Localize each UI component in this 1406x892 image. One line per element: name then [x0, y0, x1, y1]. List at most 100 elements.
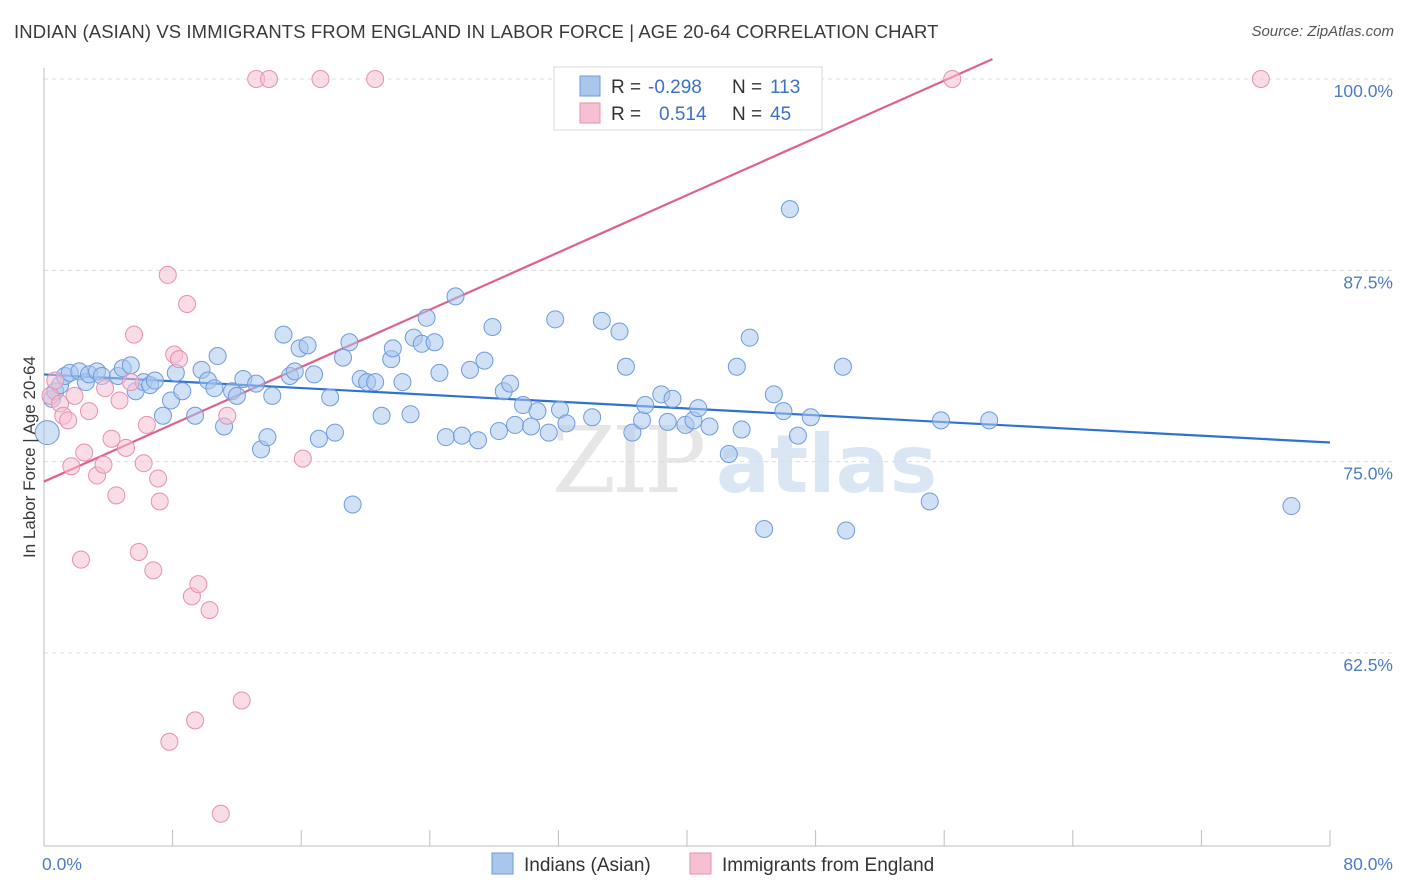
- point-indians-asian: [393, 373, 412, 392]
- point-immigrants-england: [943, 70, 962, 88]
- point-indians-asian: [425, 333, 444, 352]
- point-immigrants-england: [178, 295, 197, 314]
- bottom-legend-indians: Indians (Asian): [524, 855, 651, 876]
- legend-swatch-blue: [579, 75, 601, 97]
- series-immigrants-england: [41, 70, 1270, 823]
- point-indians-asian: [321, 388, 340, 407]
- point-indians-asian: [475, 351, 494, 370]
- point-immigrants-england: [160, 732, 179, 751]
- point-indians-asian: [247, 374, 266, 393]
- point-immigrants-england: [96, 379, 115, 398]
- point-indians-asian: [700, 417, 719, 436]
- point-indians-asian: [263, 386, 282, 405]
- point-indians-asian: [430, 363, 449, 382]
- point-indians-asian: [483, 317, 502, 336]
- point-indians-asian: [452, 426, 471, 445]
- x-tick-label-min: 0.0%: [42, 854, 82, 874]
- bottom-legend: Indians (Asian) Immigrants from England: [491, 852, 934, 876]
- point-immigrants-england: [62, 457, 81, 476]
- point-indians-asian: [837, 521, 856, 540]
- point-indians-asian: [173, 382, 192, 401]
- point-indians-asian: [780, 200, 799, 219]
- point-indians-asian: [623, 423, 642, 442]
- point-indians-asian: [764, 385, 783, 404]
- legend-n-label-2: N =: [732, 104, 762, 125]
- point-indians-asian: [663, 389, 682, 408]
- point-immigrants-england: [149, 469, 168, 488]
- point-indians-asian: [298, 336, 317, 355]
- point-immigrants-england: [170, 350, 189, 369]
- y-tick-labels: 62.5% 75.0% 87.5% 100.0%: [1334, 81, 1393, 675]
- point-indians-asian: [309, 429, 328, 448]
- point-indians-asian: [774, 402, 793, 421]
- point-immigrants-england: [71, 550, 90, 569]
- y-tick-label: 75.0%: [1343, 464, 1393, 484]
- point-indians-asian: [372, 406, 391, 425]
- legend-box: R = -0.298 N = 113 R = 0.514 N = 45: [553, 66, 823, 131]
- point-indians-asian: [980, 411, 999, 430]
- point-indians-asian: [333, 348, 352, 367]
- point-immigrants-england: [144, 561, 163, 580]
- point-immigrants-england: [158, 265, 177, 284]
- point-indians-asian: [833, 357, 852, 376]
- point-indians-asian: [689, 399, 708, 418]
- point-indians-asian: [227, 386, 246, 405]
- point-indians-asian: [505, 415, 524, 434]
- gridlines: [44, 78, 1393, 654]
- point-indians-asian: [460, 360, 479, 379]
- point-immigrants-england: [46, 371, 65, 390]
- point-indians-asian: [436, 428, 455, 447]
- point-indians-asian: [285, 362, 304, 381]
- point-indians-asian: [383, 339, 402, 358]
- point-immigrants-england: [200, 601, 219, 620]
- point-indians-asian: [446, 287, 465, 306]
- point-immigrants-england: [116, 438, 135, 457]
- point-indians-asian: [539, 423, 558, 442]
- point-immigrants-england: [102, 429, 121, 448]
- x-axis-ticks: [43, 830, 1331, 846]
- chart-title: INDIAN (ASIAN) VS IMMIGRANTS FROM ENGLAN…: [14, 21, 939, 42]
- point-indians-asian: [732, 420, 751, 439]
- point-immigrants-england: [137, 415, 156, 434]
- point-immigrants-england: [232, 691, 251, 710]
- point-indians-asian: [931, 411, 950, 430]
- point-indians-asian: [920, 492, 939, 511]
- legend-r-label-2: R =: [611, 104, 641, 125]
- point-immigrants-england: [129, 542, 148, 561]
- point-immigrants-england: [293, 449, 312, 468]
- point-indians-asian: [340, 333, 359, 352]
- legend-n-value-2: 45: [770, 104, 791, 125]
- point-indians-asian: [616, 357, 635, 376]
- point-immigrants-england: [110, 391, 129, 410]
- point-indians-asian: [417, 308, 436, 327]
- source-note: Source: ZipAtlas.com: [1251, 23, 1394, 40]
- point-indians-asian: [755, 520, 774, 539]
- point-immigrants-england: [121, 373, 140, 392]
- point-indians-asian: [34, 420, 60, 446]
- point-indians-asian: [274, 325, 293, 344]
- point-indians-asian: [325, 423, 344, 442]
- point-indians-asian: [343, 495, 362, 514]
- point-indians-asian: [121, 356, 140, 375]
- point-indians-asian: [546, 310, 565, 329]
- point-immigrants-england: [125, 325, 144, 344]
- point-immigrants-england: [80, 402, 99, 421]
- point-indians-asian: [658, 412, 677, 431]
- point-indians-asian: [788, 426, 807, 445]
- point-indians-asian: [258, 428, 277, 447]
- point-indians-asian: [583, 408, 602, 427]
- point-indians-asian: [469, 431, 488, 450]
- point-indians-asian: [740, 328, 759, 347]
- point-indians-asian: [557, 414, 576, 433]
- point-indians-asian: [366, 373, 385, 392]
- bottom-legend-immigrants: Immigrants from England: [722, 855, 934, 876]
- point-indians-asian: [305, 365, 324, 384]
- point-indians-asian: [205, 379, 224, 398]
- y-tick-label: 100.0%: [1334, 81, 1393, 101]
- point-immigrants-england: [218, 406, 237, 425]
- point-immigrants-england: [65, 386, 84, 405]
- legend-r-value-2: 0.514: [659, 104, 707, 125]
- point-immigrants-england: [107, 486, 126, 505]
- y-axis-label: In Labor Force | Age 20-64: [20, 356, 39, 558]
- point-indians-asian: [501, 374, 520, 393]
